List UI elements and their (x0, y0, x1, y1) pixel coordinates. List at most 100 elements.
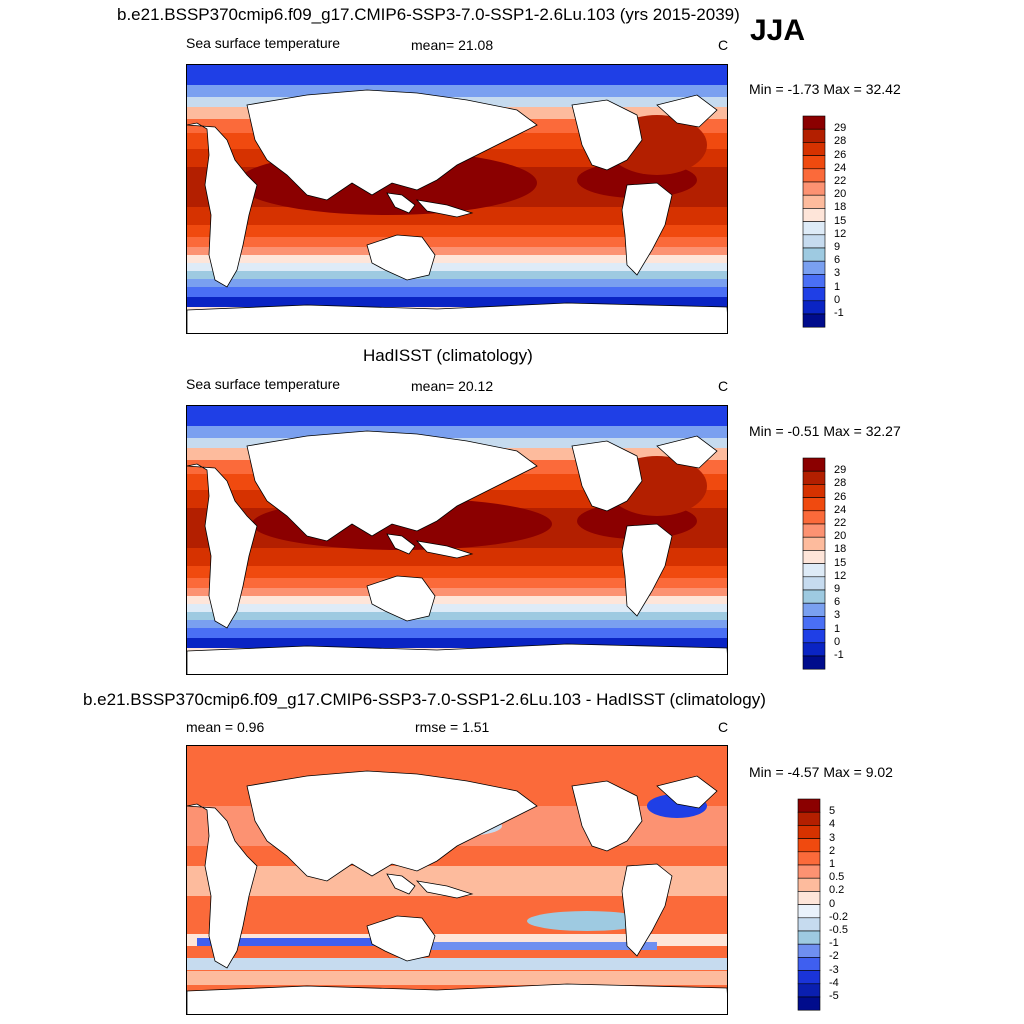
diff-cool-patch (527, 911, 647, 931)
colorbar-tick-label: 1 (834, 280, 841, 293)
colorbar-tick-label: 0.2 (829, 884, 845, 897)
colorbar-svg (797, 798, 821, 1011)
sst-band (187, 237, 727, 247)
colorbar-swatch (797, 811, 821, 826)
land-outline (386, 533, 416, 555)
land-outline (246, 89, 538, 201)
season-label: JJA (750, 14, 806, 47)
panel-1-title: b.e21.BSSP370cmip6.f09_g17.CMIP6-SSP3-7.… (117, 5, 740, 24)
sst-band (187, 426, 727, 438)
colorbar-tick-label: 1 (829, 858, 836, 870)
colorbar-swatch (802, 536, 826, 551)
colorbar-swatch (802, 208, 826, 222)
land-outline (187, 463, 258, 629)
colorbar-swatch (802, 128, 826, 143)
colorbar-swatch (802, 287, 826, 302)
land-outline (366, 915, 436, 962)
diff-cold-band (417, 942, 657, 950)
sst-band (187, 225, 727, 237)
panel-3-map-svg (187, 746, 727, 1014)
land-outline (415, 880, 474, 899)
panel-3-title: b.e21.BSSP370cmip6.f09_g17.CMIP6-SSP3-7.… (83, 690, 766, 709)
colorbar-swatch (802, 642, 826, 657)
panel-1-colorbar: 29 28 26 24 22 20 18 15 12 9 6 3 1 0 -1 (802, 115, 882, 330)
panel-3-minmax: Min = -4.57 Max = 9.02 (749, 764, 893, 780)
panel-1-mean-label: mean= 21.08 (411, 37, 494, 53)
panel-2-map-svg (187, 406, 727, 674)
colorbar-tick-label: 12 (834, 227, 847, 240)
colorbar-tick-label: -0.2 (829, 910, 848, 923)
colorbar-tick-label: 18 (834, 201, 847, 214)
colorbar-swatch (802, 470, 826, 485)
colorbar-tick-label: -2 (829, 950, 839, 963)
colorbar-tick-label: 20 (834, 188, 847, 201)
sst-band (187, 279, 727, 287)
colorbar-swatch (802, 274, 826, 288)
colorbar-swatch (797, 838, 821, 853)
sst-band (187, 588, 727, 596)
colorbar-swatch (802, 260, 826, 275)
colorbar-swatch (802, 550, 826, 564)
colorbar-swatch (802, 313, 826, 328)
colorbar-swatch (797, 930, 821, 945)
colorbar-tick-label: 29 (834, 464, 847, 477)
colorbar-swatch (802, 247, 826, 262)
sst-band (187, 255, 727, 263)
colorbar-swatch (797, 825, 821, 839)
colorbar-swatch (802, 510, 826, 525)
colorbar-tick-label: 1 (834, 622, 841, 635)
colorbar-tick-label: -1 (834, 649, 844, 661)
land-outline (656, 775, 718, 809)
sst-band (187, 612, 727, 620)
sst-band (187, 287, 727, 297)
panel-2-colorbar: 29 28 26 24 22 20 18 15 12 9 6 3 1 0 -1 (802, 457, 882, 672)
colorbar-tick-label: 24 (834, 503, 847, 516)
colorbar-tick-label: 12 (834, 569, 847, 582)
colorbar-swatch (797, 957, 821, 971)
panel-3-mean-label: mean = 0.96 (186, 719, 265, 735)
land-outline (621, 863, 673, 957)
colorbar-swatch (797, 877, 821, 892)
land-outline (415, 199, 474, 218)
colorbar-tick-label: -4 (829, 976, 839, 989)
colorbar-tick-label: 29 (834, 122, 847, 135)
colorbar-svg (802, 457, 826, 670)
colorbar-tick-label: 0 (829, 897, 836, 910)
land-outline (187, 803, 258, 969)
colorbar-tick-label: 15 (834, 214, 847, 227)
colorbar-swatch (797, 864, 821, 879)
colorbar-tick-label: 5 (829, 805, 836, 818)
colorbar-tick-label: 3 (834, 609, 841, 622)
panel-1-map-svg (187, 65, 727, 333)
land-outline (187, 302, 727, 333)
diff-band (187, 971, 727, 985)
panel-3-rmse-label: rmse = 1.51 (415, 719, 490, 735)
panel-3-units: C (718, 719, 729, 735)
sst-band (187, 406, 727, 426)
sst-band (187, 263, 727, 271)
land-outline (621, 523, 673, 617)
land-outline (571, 99, 643, 171)
colorbar-swatch (802, 300, 826, 315)
sst-band (187, 620, 727, 628)
colorbar-tick-label: 0 (834, 293, 841, 306)
land-outline (187, 122, 258, 288)
diff-band (187, 958, 727, 970)
land-outline (571, 440, 643, 512)
colorbar-tick-label: -3 (829, 963, 839, 976)
sst-band (187, 628, 727, 638)
colorbar-swatch (802, 655, 826, 670)
sst-band (187, 638, 727, 648)
panel-2-units: C (718, 378, 729, 394)
colorbar-swatch (802, 155, 826, 170)
colorbar-swatch (802, 221, 826, 236)
diff-cold-band (197, 938, 417, 946)
colorbar-tick-label: -1 (829, 937, 839, 950)
sst-band (187, 247, 727, 255)
colorbar-tick-label: 4 (829, 818, 836, 831)
sst-band (187, 65, 727, 85)
colorbar-svg (802, 115, 826, 328)
land-outline (246, 430, 538, 542)
panel-2-mean-label: mean= 20.12 (411, 378, 494, 394)
colorbar-tick-label: 20 (834, 530, 847, 543)
